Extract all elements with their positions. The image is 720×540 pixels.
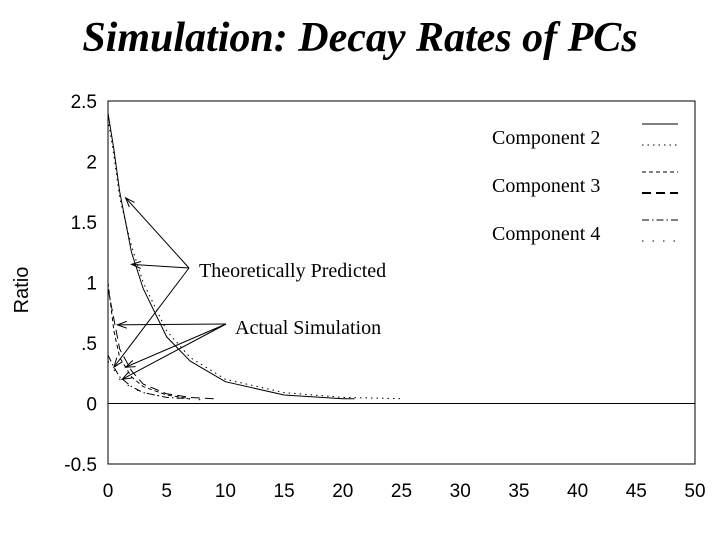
x-tick-label: 50 — [684, 481, 705, 502]
annotation-arrow — [113, 267, 190, 368]
x-tick-label: 45 — [626, 481, 647, 502]
arrow-head — [112, 357, 123, 369]
legend-label-2: Component 2 — [492, 127, 600, 149]
x-tick-label: 0 — [103, 481, 114, 502]
annotation-arrow — [125, 197, 190, 269]
series-line-3 — [107, 282, 191, 400]
x-tick-label: 25 — [391, 481, 412, 502]
plot-frame — [107, 100, 696, 465]
legend-label-3: Component 3 — [492, 175, 600, 197]
arrow-head — [124, 196, 135, 208]
x-tick-label: 20 — [332, 481, 353, 502]
x-tick-label: 30 — [450, 481, 471, 502]
chart-title: Simulation: Decay Rates of PCs — [82, 15, 638, 61]
series-line-5 — [107, 354, 191, 400]
x-tick-label: 10 — [215, 481, 236, 502]
annotation-arrow — [131, 263, 190, 269]
annotation-arrow — [121, 323, 227, 380]
y-tick-label: 0 — [86, 395, 97, 416]
annotation-text-1: Theoretically Predicted — [199, 260, 386, 282]
series-line-6 — [107, 360, 202, 401]
legend-label-4: Component 4 — [492, 223, 600, 245]
arrow-head — [130, 261, 142, 269]
arrow-head — [120, 371, 133, 380]
x-tick-label: 40 — [567, 481, 588, 502]
x-tick-label: 15 — [274, 481, 295, 502]
y-tick-label: -0.5 — [64, 455, 97, 476]
series-line-1 — [107, 113, 355, 400]
series-line-2 — [107, 119, 402, 400]
y-tick-label: 1.5 — [71, 213, 97, 234]
y-tick-label: 1 — [86, 274, 97, 295]
series-line-4 — [107, 288, 214, 400]
annotation-arrow — [117, 323, 227, 326]
y-tick-label: 2 — [86, 153, 97, 174]
x-tick-label: 35 — [508, 481, 529, 502]
y-tick-label: 2.5 — [71, 92, 97, 113]
annotation-arrow — [125, 323, 227, 368]
annotation-text-2: Actual Simulation — [235, 317, 381, 339]
x-tick-label: 5 — [161, 481, 172, 502]
arrow-head — [124, 359, 136, 368]
y-axis-label: Ratio — [11, 267, 33, 314]
y-tick-label: .5 — [81, 334, 97, 355]
arrow-head — [115, 320, 127, 329]
